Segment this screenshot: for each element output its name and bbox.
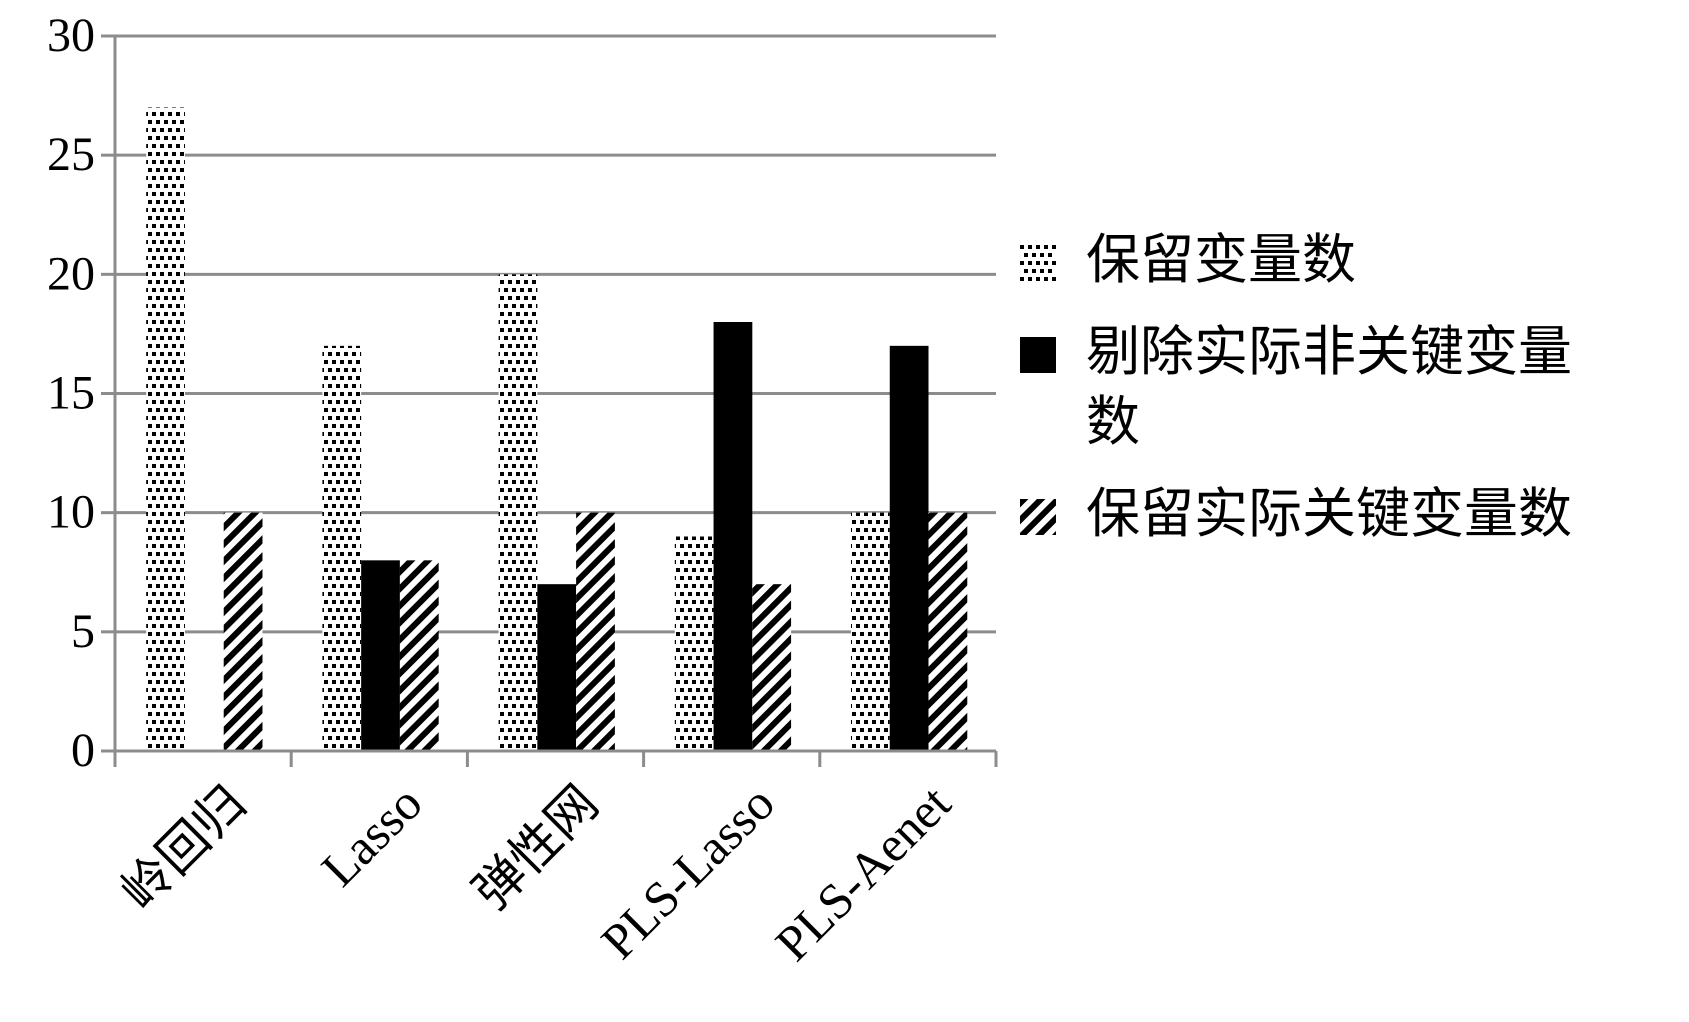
legend-swatch bbox=[1020, 337, 1056, 373]
legend-swatch-fill bbox=[1020, 499, 1056, 535]
legend-label: 保留变量数 bbox=[1086, 228, 1356, 291]
x-tick-label: PLS-Lasso bbox=[590, 775, 785, 970]
legend-label: 剔除实际非关键变量数 bbox=[1086, 320, 1572, 453]
y-tick-label: 0 bbox=[71, 724, 95, 777]
y-tick-label: 5 bbox=[71, 605, 95, 658]
bar bbox=[752, 584, 792, 751]
legend: 保留变量数剔除实际非关键变量数保留实际关键变量数 bbox=[1020, 225, 1680, 571]
bar bbox=[674, 536, 714, 751]
x-tick-label: PLS-Aenet bbox=[764, 775, 961, 972]
bar bbox=[146, 107, 185, 751]
y-tick-label: 15 bbox=[47, 367, 95, 420]
x-tick-label: Lasso bbox=[310, 775, 432, 897]
x-tick-label: 岭回归 bbox=[111, 775, 257, 921]
bar bbox=[850, 512, 890, 751]
legend-swatch-fill bbox=[1020, 337, 1056, 373]
legend-swatch-fill bbox=[1020, 245, 1056, 281]
legend-item: 保留变量数 bbox=[1020, 225, 1680, 295]
y-tick-label: 25 bbox=[47, 128, 95, 181]
legend-label: 保留实际关键变量数 bbox=[1086, 482, 1572, 545]
y-tick-label: 20 bbox=[47, 247, 95, 300]
legend-swatch bbox=[1020, 499, 1056, 535]
bar bbox=[223, 512, 263, 751]
legend-item: 剔除实际非关键变量数 bbox=[1020, 317, 1680, 457]
y-tick-label: 10 bbox=[47, 486, 95, 539]
bar bbox=[361, 560, 400, 751]
legend-item: 保留实际关键变量数 bbox=[1020, 479, 1680, 549]
bar bbox=[928, 512, 968, 751]
bar bbox=[399, 560, 439, 751]
legend-swatch bbox=[1020, 245, 1056, 281]
bar bbox=[713, 322, 753, 751]
bar bbox=[889, 345, 929, 751]
bar bbox=[576, 512, 615, 751]
bar bbox=[537, 584, 577, 751]
bar bbox=[498, 274, 538, 751]
y-tick-label: 30 bbox=[47, 9, 95, 62]
bar bbox=[322, 345, 362, 751]
x-tick-label: 弹性网 bbox=[463, 775, 609, 921]
